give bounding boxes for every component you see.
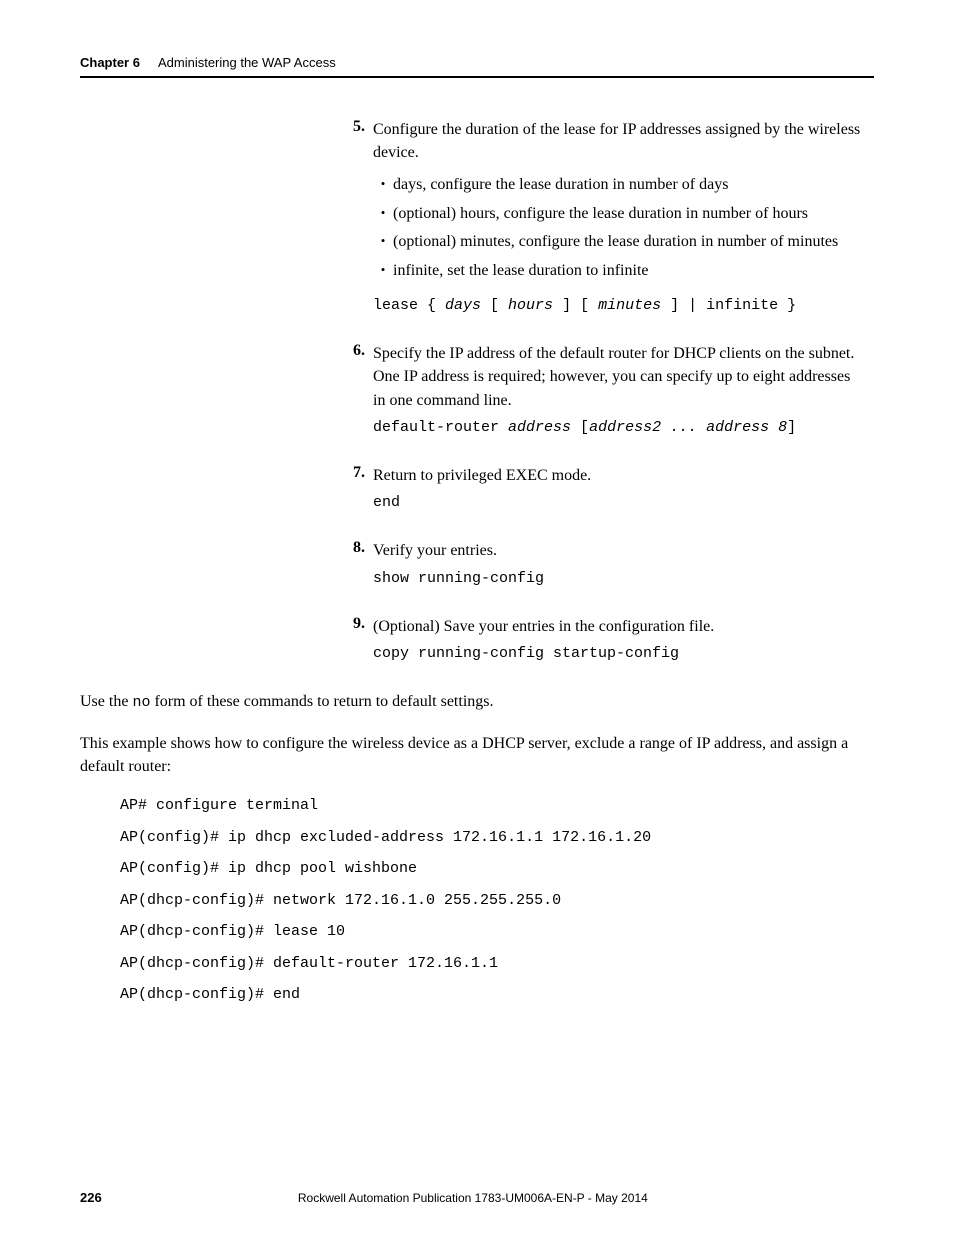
example-code-block: AP# configure terminal AP(config)# ip dhc… [120, 796, 864, 1005]
code-block: show running-config [373, 569, 864, 589]
code-param: days [445, 297, 481, 314]
bullet-item: •days, configure the lease duration in n… [373, 174, 864, 196]
main-content: 5.Configure the duration of the lease fo… [345, 118, 864, 1005]
code-block: end [373, 493, 864, 513]
code-text: copy running-config startup-config [373, 645, 679, 662]
page-footer: 226 Rockwell Automation Publication 1783… [80, 1190, 874, 1205]
bullet-item: •infinite, set the lease duration to inf… [373, 260, 864, 282]
example-line: AP(dhcp-config)# network 172.16.1.0 255.… [120, 891, 864, 911]
step-body: (Optional) Save your entries in the conf… [373, 615, 864, 678]
step-number: 8. [345, 539, 373, 602]
step-item: 7.Return to privileged EXEC mode. end [345, 464, 864, 527]
bullet-list: •days, configure the lease duration in n… [373, 174, 864, 282]
bullet-text: infinite, set the lease duration to infi… [393, 260, 648, 282]
step-text: Configure the duration of the lease for … [373, 118, 864, 164]
bullet-dot-icon: • [373, 260, 393, 282]
bullet-dot-icon: • [373, 174, 393, 196]
example-line: AP(config)# ip dhcp excluded-address 172… [120, 828, 864, 848]
step-number: 6. [345, 342, 373, 452]
step-text: Specify the IP address of the default ro… [373, 342, 864, 412]
step-item: 8.Verify your entries. show running-confi… [345, 539, 864, 602]
step-number: 7. [345, 464, 373, 527]
example-line: AP(config)# ip dhcp pool wishbone [120, 859, 864, 879]
code-text: end [373, 494, 400, 511]
text: Use the [80, 693, 132, 710]
bullet-text: (optional) hours, configure the lease du… [393, 203, 808, 225]
step-body: Return to privileged EXEC mode. end [373, 464, 864, 527]
code-param: hours [508, 297, 553, 314]
page-number: 226 [80, 1190, 102, 1205]
code-text: lease { [373, 297, 445, 314]
step-text: (Optional) Save your entries in the conf… [373, 615, 864, 638]
code-param: address2 ... address 8 [589, 419, 787, 436]
paragraph-no-form: Use the no form of these commands to ret… [80, 690, 864, 714]
example-line: AP(dhcp-config)# end [120, 985, 864, 1005]
example-line: AP(dhcp-config)# default-router 172.16.1… [120, 954, 864, 974]
bullet-item: •(optional) hours, configure the lease d… [373, 203, 864, 225]
text: form of these commands to return to defa… [150, 693, 493, 710]
step-body: Configure the duration of the lease for … [373, 118, 864, 330]
step-body: Specify the IP address of the default ro… [373, 342, 864, 452]
code-text: [ [580, 419, 589, 436]
bullet-text: days, configure the lease duration in nu… [393, 174, 728, 196]
code-text: show running-config [373, 570, 544, 587]
bullet-dot-icon: • [373, 231, 393, 253]
example-line: AP# configure terminal [120, 796, 864, 816]
paragraph-example-intro: This example shows how to configure the … [80, 732, 864, 778]
step-item: 9.(Optional) Save your entries in the co… [345, 615, 864, 678]
code-block: copy running-config startup-config [373, 644, 864, 664]
code-text: ] | infinite } [661, 297, 796, 314]
step-item: 5.Configure the duration of the lease fo… [345, 118, 864, 330]
code-text: ] [787, 419, 796, 436]
code-text: default-router [373, 419, 508, 436]
bullet-dot-icon: • [373, 203, 393, 225]
step-body: Verify your entries. show running-config [373, 539, 864, 602]
example-line: AP(dhcp-config)# lease 10 [120, 922, 864, 942]
bullet-text: (optional) minutes, configure the lease … [393, 231, 838, 253]
step-text: Verify your entries. [373, 539, 864, 562]
steps-list: 5.Configure the duration of the lease fo… [345, 118, 864, 678]
code-param: address [508, 419, 580, 436]
page-header: Chapter 6 Administering the WAP Access [80, 55, 874, 78]
step-number: 9. [345, 615, 373, 678]
step-text: Return to privileged EXEC mode. [373, 464, 864, 487]
code-text: ] [ [553, 297, 598, 314]
code-block: default-router address [address2 ... add… [373, 418, 864, 438]
chapter-label: Chapter 6 [80, 55, 140, 70]
code-text: [ [481, 297, 508, 314]
step-item: 6.Specify the IP address of the default … [345, 342, 864, 452]
inline-code: no [132, 694, 150, 711]
code-block: lease { days [ hours ] [ minutes ] | inf… [373, 296, 864, 316]
chapter-title: Administering the WAP Access [158, 55, 336, 70]
step-number: 5. [345, 118, 373, 330]
bullet-item: •(optional) minutes, configure the lease… [373, 231, 864, 253]
publication-info: Rockwell Automation Publication 1783-UM0… [298, 1191, 648, 1205]
code-param: minutes [598, 297, 661, 314]
